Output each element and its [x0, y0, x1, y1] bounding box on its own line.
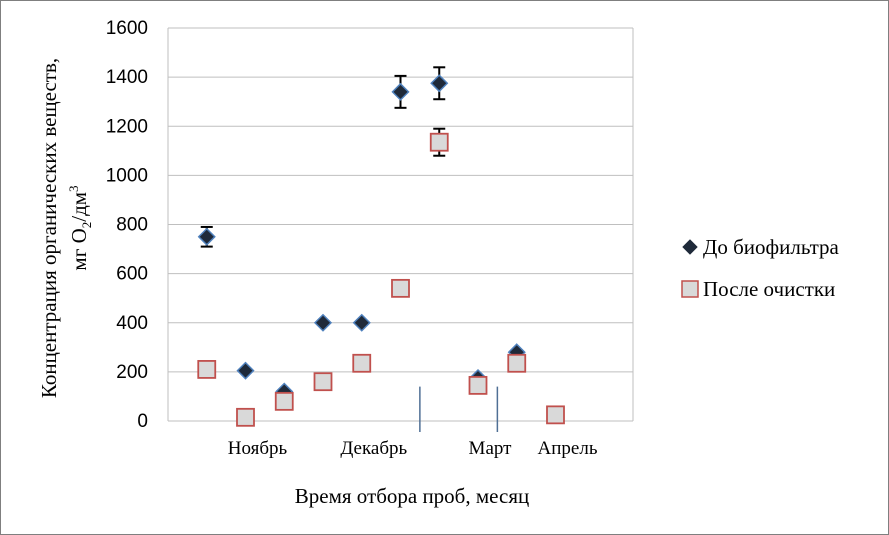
y-tick-label: 1600 — [106, 18, 148, 39]
y-tick-label: 1000 — [106, 165, 148, 186]
y-axis-title-line2: мг O2/дм3 — [66, 185, 94, 270]
data-point-square — [507, 353, 527, 373]
x-category-label: Март — [469, 438, 513, 459]
y-axis-title-line1: Концентрация органических веществ, — [37, 58, 61, 398]
legend-label-after-cleaning: После очистки — [703, 277, 835, 301]
data-point-square — [197, 360, 217, 379]
category-separators — [419, 386, 499, 432]
data-point-square — [391, 278, 410, 298]
legend: До биофильтра После очистки — [681, 235, 840, 301]
data-points — [197, 74, 565, 427]
y-axis-title-sub: 2 — [79, 222, 94, 229]
y-tick-label: 800 — [116, 215, 148, 236]
y-tick-label: 200 — [116, 362, 148, 383]
y-axis-title-sup: 3 — [66, 185, 81, 192]
y-tick-label: 600 — [116, 264, 148, 285]
data-point-square — [429, 132, 449, 152]
data-point-square — [313, 372, 333, 392]
legend-square-marker — [681, 280, 699, 298]
data-point-square — [274, 391, 294, 411]
y-axis-title-mid: /дм — [67, 192, 91, 222]
data-point-square — [546, 405, 565, 425]
x-category-label: Апрель — [538, 438, 598, 459]
legend-item-before-filter: До биофильтра — [682, 235, 840, 259]
legend-label-before-filter: До биофильтра — [703, 235, 840, 259]
data-point-diamond — [391, 82, 410, 101]
y-axis-title: Концентрация органических веществ, мг O2… — [37, 58, 94, 398]
data-point-diamond — [430, 74, 449, 93]
y-tick-label: 0 — [137, 411, 148, 432]
data-point-square — [468, 375, 488, 395]
data-point-diamond — [197, 227, 216, 246]
data-point-diamond — [352, 313, 371, 332]
x-category-labels: Ноябрь Декабрь Март Апрель — [228, 438, 598, 459]
data-point-square — [352, 353, 372, 373]
y-tick-label: 1400 — [106, 67, 148, 88]
y-axis-title-prefix: мг O — [67, 228, 91, 270]
y-tick-label: 400 — [116, 313, 148, 334]
error-bars — [200, 66, 446, 248]
x-axis-title: Время отбора проб, месяц — [295, 484, 529, 508]
data-point-diamond — [236, 361, 255, 380]
legend-item-after-cleaning: После очистки — [681, 277, 835, 301]
x-category-label: Декабрь — [340, 438, 407, 459]
legend-diamond-marker — [682, 239, 698, 255]
data-point-diamond — [313, 313, 333, 332]
x-category-label: Ноябрь — [228, 438, 288, 459]
y-tick-label: 1200 — [106, 116, 148, 137]
data-point-square — [236, 407, 255, 427]
y-tick-labels: 0 200 400 600 800 1000 1200 1400 1600 — [106, 18, 148, 432]
